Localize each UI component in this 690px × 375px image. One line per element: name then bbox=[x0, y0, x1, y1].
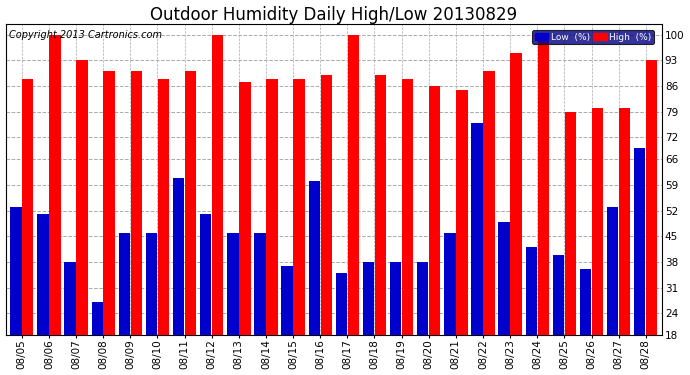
Bar bbox=[498, 222, 510, 335]
Bar bbox=[607, 207, 618, 335]
Bar bbox=[375, 75, 386, 335]
Bar bbox=[390, 262, 402, 335]
Bar bbox=[77, 60, 88, 335]
Bar bbox=[417, 262, 428, 335]
Bar bbox=[10, 207, 21, 335]
Bar bbox=[37, 214, 49, 335]
Bar bbox=[564, 112, 576, 335]
Bar bbox=[348, 35, 359, 335]
Bar bbox=[255, 233, 266, 335]
Bar bbox=[580, 269, 591, 335]
Bar bbox=[511, 53, 522, 335]
Bar bbox=[483, 71, 495, 335]
Bar bbox=[64, 262, 76, 335]
Bar bbox=[553, 255, 564, 335]
Bar bbox=[266, 79, 277, 335]
Bar bbox=[104, 71, 115, 335]
Bar bbox=[592, 108, 603, 335]
Bar bbox=[119, 233, 130, 335]
Bar bbox=[185, 71, 196, 335]
Bar bbox=[130, 71, 142, 335]
Bar bbox=[526, 248, 537, 335]
Bar bbox=[308, 182, 320, 335]
Bar bbox=[646, 60, 658, 335]
Bar bbox=[49, 35, 61, 335]
Bar bbox=[336, 273, 347, 335]
Bar bbox=[471, 123, 483, 335]
Bar bbox=[22, 79, 34, 335]
Bar bbox=[200, 214, 211, 335]
Text: Copyright 2013 Cartronics.com: Copyright 2013 Cartronics.com bbox=[9, 30, 162, 40]
Bar bbox=[146, 233, 157, 335]
Bar bbox=[429, 86, 440, 335]
Bar bbox=[239, 82, 250, 335]
Legend: Low  (%), High  (%): Low (%), High (%) bbox=[532, 30, 654, 44]
Bar bbox=[363, 262, 374, 335]
Bar bbox=[634, 148, 645, 335]
Bar bbox=[321, 75, 332, 335]
Bar bbox=[444, 233, 455, 335]
Bar bbox=[227, 233, 239, 335]
Bar bbox=[158, 79, 169, 335]
Bar bbox=[212, 35, 224, 335]
Bar bbox=[619, 108, 630, 335]
Bar bbox=[456, 90, 468, 335]
Bar bbox=[173, 178, 184, 335]
Title: Outdoor Humidity Daily High/Low 20130829: Outdoor Humidity Daily High/Low 20130829 bbox=[150, 6, 518, 24]
Bar bbox=[538, 35, 549, 335]
Bar bbox=[293, 79, 305, 335]
Bar bbox=[282, 266, 293, 335]
Bar bbox=[92, 302, 103, 335]
Bar bbox=[402, 79, 413, 335]
